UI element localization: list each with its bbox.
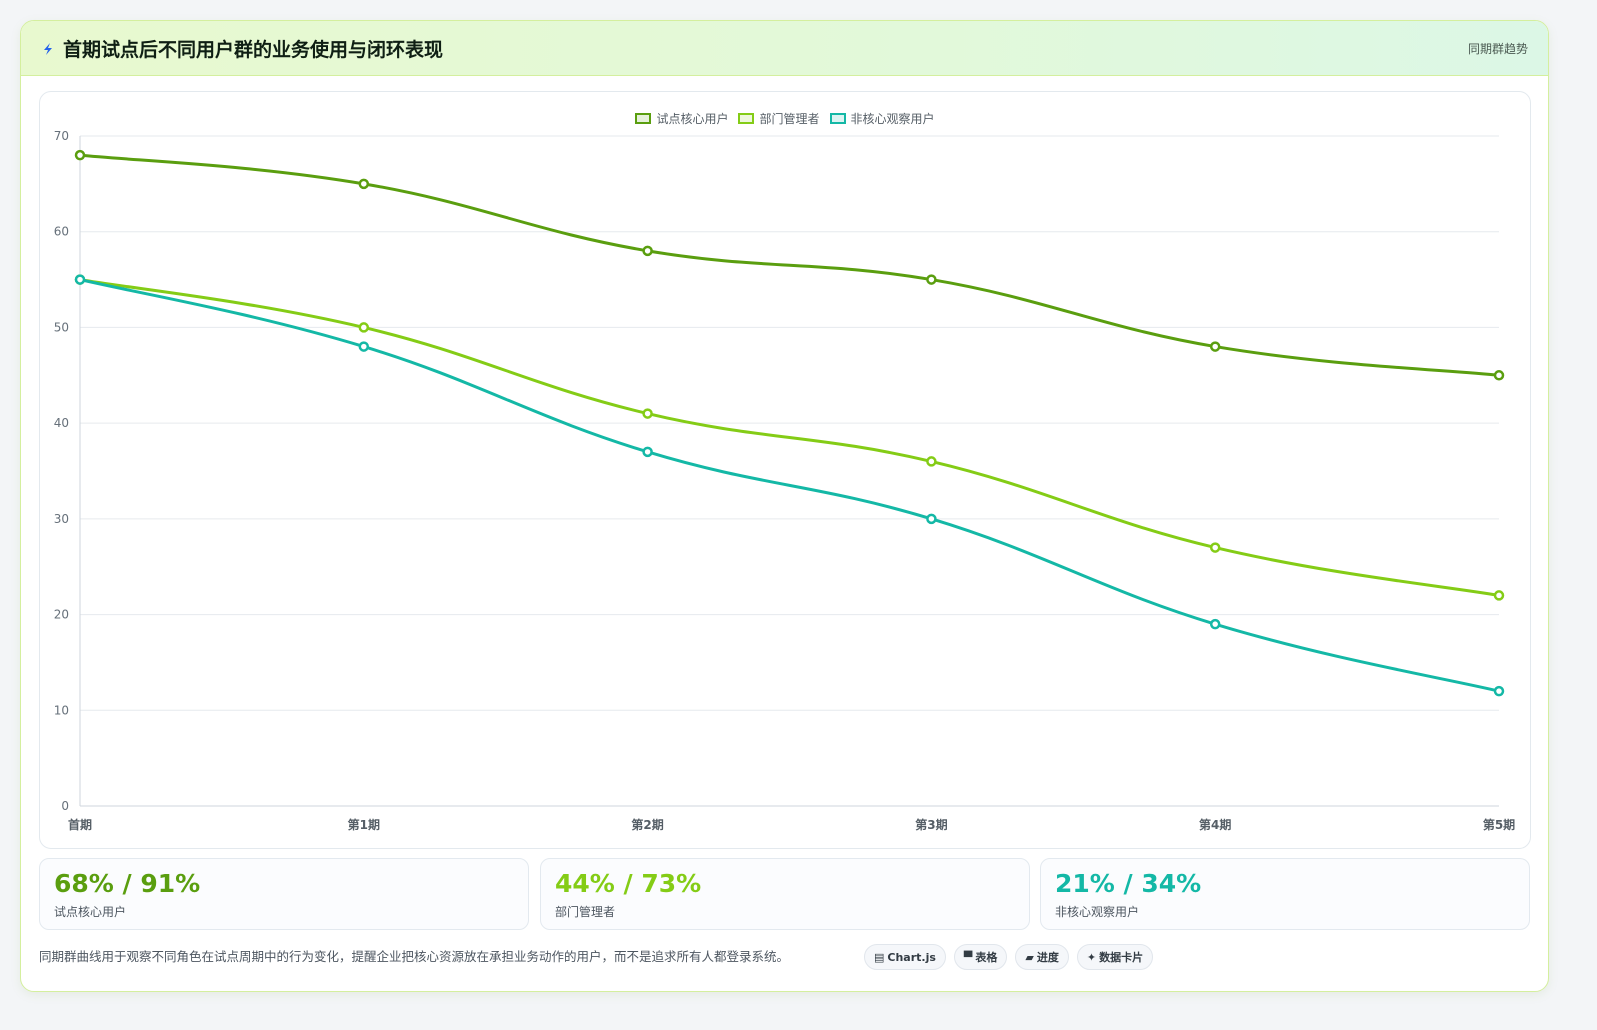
legend-swatch [738,113,755,124]
pill-label: Chart.js [887,950,936,964]
stat-value: 44% / 73% [555,869,702,898]
data-point [1493,370,1505,381]
legend-swatch [635,113,652,124]
data-point [1493,685,1505,697]
stat-value: 68% / 91% [54,869,201,898]
legend-label: 非核心观察用户 [850,112,935,126]
chart-card: 首期试点后不同用户群的业务使用与闭环表现 同期群趋势 0 10 20 30 40 50 60… [20,20,1549,992]
stat-value: 21% / 34% [1055,869,1202,898]
chart-legend: 试点核心用户 部门管理者 非核心观察用户 [40,110,1530,127]
legend-label: 部门管理者 [759,112,820,126]
pill-chartjs[interactable]: ▤ Chart.js [864,944,946,970]
stat-card-observers: 21% / 34% 非核心观察用户 [1040,858,1530,930]
lightning-icon [44,43,52,55]
data-point [642,245,653,257]
data-point [1209,542,1221,553]
legend-swatch [829,113,846,124]
x-tick-label: 第1期 [348,817,380,832]
y-tick-label: 30 [54,512,69,526]
data-point [1493,590,1505,601]
data-point [642,408,653,419]
y-tick-label: 70 [54,129,69,143]
pill-label: 数据卡片 [1099,951,1144,964]
table-icon: ▀ [963,950,973,964]
x-tick-label: 第4期 [1199,817,1231,832]
stat-card-managers: 44% / 73% 部门管理者 [540,858,1030,930]
sparkle-icon: ✦ [1086,950,1097,964]
data-point [74,274,86,285]
page-title: 首期试点后不同用户群的业务使用与闭环表现 [63,39,444,61]
pill-progress[interactable]: ▰ 进度 [1015,944,1069,970]
pill-table[interactable]: ▀ 表格 [953,944,1008,970]
legend-label: 试点核心用户 [656,112,729,126]
y-tick-label: 40 [54,416,69,430]
x-tick-label: 第3期 [915,817,947,832]
data-point [642,446,653,458]
footnote: 同期群曲线用于观察不同角色在试点周期中的行为变化，提醒企业把核心资源放在承担业务… [39,949,790,964]
card-header: 首期试点后不同用户群的业务使用与闭环表现 同期群趋势 [21,21,1548,76]
y-tick-label: 60 [54,225,69,239]
tag-pills: ▤ Chart.js ▀ 表格 ▰ 进度 ✦ 数据卡片 [864,944,1154,970]
legend-item[interactable]: 非核心观察用户 [829,110,935,127]
data-point [74,149,86,161]
stat-label: 非核心观察用户 [1055,905,1140,919]
stat-label: 试点核心用户 [54,905,127,919]
pill-data-card[interactable]: ✦ 数据卡片 [1076,944,1154,970]
x-tick-label: 首期 [68,817,92,832]
series-line-1 [78,153,1501,377]
data-point [926,274,937,285]
data-point [358,178,370,190]
y-tick-label: 20 [54,608,69,622]
data-point [926,513,937,525]
y-tick-label: 50 [54,320,69,334]
x-tick-label: 第2期 [631,817,663,832]
progress-icon: ▰ [1025,950,1034,964]
legend-item[interactable]: 部门管理者 [738,110,820,127]
chart-panel: 0 10 20 30 40 50 60 70 首期 第1期 第2期 第3期 第4期 第5期 试点核心用户 部… [39,91,1531,849]
data-point [1209,618,1221,630]
data-point [926,456,937,467]
line-chart: 0 10 20 30 40 50 60 70 首期 第1期 第2期 第3期 第4期 第5期 [54,129,1515,832]
series-line-3 [78,278,1501,693]
y-tick-label: 0 [61,799,69,813]
x-tick-label: 第5期 [1483,817,1515,832]
stat-label: 部门管理者 [555,905,616,919]
pill-label: 表格 [975,951,998,964]
stat-card-core-users: 68% / 91% 试点核心用户 [39,858,529,930]
data-point [1209,341,1221,352]
y-tick-label: 10 [54,703,69,717]
data-point [358,341,370,352]
chart-icon: ▤ [874,950,885,964]
pill-label: 进度 [1036,951,1059,964]
data-point [358,322,370,333]
series-line-2 [78,278,1501,597]
legend-item[interactable]: 试点核心用户 [635,110,728,127]
header-tag: 同期群趋势 [1467,42,1528,56]
